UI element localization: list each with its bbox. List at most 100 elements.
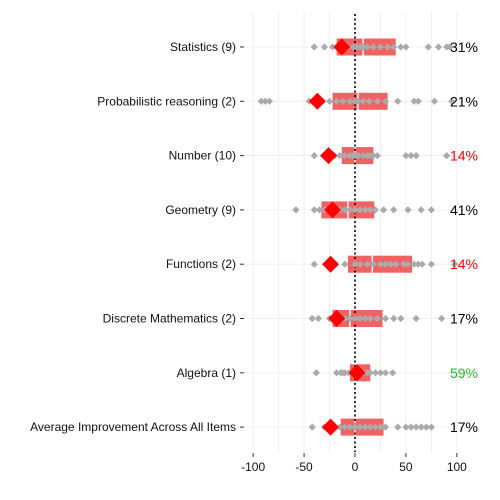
item-point [404,206,412,214]
item-point [443,152,451,160]
category-label-layer: Statistics (9) Probabilistic reasoning (2… [30,40,244,434]
percent-label-layer: 31% 21% 14% 41% 14% 17% 59% 17% [450,39,478,435]
item-point [451,260,459,268]
item-point [373,314,382,323]
item-point [381,97,390,105]
item-point [351,423,359,431]
item-point [392,260,400,268]
item-point [376,423,385,431]
item-point [407,152,415,160]
item-point [427,423,435,431]
category-label: Geometry (9) [165,203,236,217]
item-point [410,97,418,105]
mean-diamond [322,255,340,273]
item-point [257,97,265,105]
mean-diamond [333,38,351,56]
item-point [381,369,390,377]
item-point [351,206,359,214]
item-point [310,260,318,268]
item-point [394,423,402,431]
percent-label: 59% [450,365,478,381]
item-point [427,206,435,214]
item-point [414,97,422,105]
item-point [448,97,456,105]
item-point [359,43,367,51]
item-point [369,260,377,268]
item-point [356,314,364,323]
item-point [346,314,354,323]
item-point [383,43,392,51]
item-point [314,314,322,323]
item-point [333,369,341,377]
category-label: Probabilistic reasoning (2) [97,94,236,108]
item-point [369,43,377,51]
item-point [402,152,410,160]
item-point [417,423,425,431]
item-point [292,206,300,214]
mean-layer [308,38,366,436]
item-point [414,260,422,268]
item-point [389,369,397,377]
percent-label: 14% [450,148,478,164]
item-point [325,97,334,105]
item-point [394,97,402,105]
item-point [381,260,390,268]
mean-diamond [328,310,346,327]
item-point [365,97,373,105]
category-label: Statistics (9) [170,40,236,54]
percent-label: 41% [450,202,478,218]
item-point [424,43,432,51]
item-point [354,152,362,160]
x-tick-label: -100 [241,460,265,474]
x-tick-label: -50 [295,460,313,474]
item-point [379,206,388,214]
category-label: Algebra (1) [177,366,236,380]
item-point [308,314,316,323]
item-point [371,369,379,377]
item-point [422,423,430,431]
item-point [361,423,369,431]
item-point [400,260,408,268]
item-point [261,97,269,105]
item-point [397,314,405,323]
item-point [349,43,357,51]
item-point [346,97,354,105]
item-point [366,314,374,323]
percent-label: 31% [450,39,478,55]
item-point [339,97,347,105]
item-point [373,97,382,105]
item-point [366,369,374,377]
item-point [356,206,364,214]
item-point [341,423,349,431]
item-point [312,369,320,377]
item-point [310,43,318,51]
item-point [354,97,362,105]
item-point [351,314,359,323]
item-point [434,43,443,51]
item-point [390,43,398,51]
item-point [356,423,364,431]
mean-diamond [320,147,338,165]
item-point [376,260,385,268]
item-point [341,369,349,377]
item-point [346,423,354,431]
mean-diamond [348,364,366,382]
item-point [265,97,274,105]
item-point [359,97,367,105]
item-point [397,43,405,51]
item-point [412,314,420,323]
item-point [363,260,371,268]
percent-label: 14% [450,256,478,272]
item-point [371,206,379,214]
item-point [407,423,415,431]
item-point [371,423,379,431]
category-label: Number (10) [169,149,236,163]
item-point [402,43,410,51]
item-point [381,423,390,431]
mean-diamond [322,418,340,436]
item-point [308,423,316,431]
item-point [328,43,337,51]
item-point [341,260,349,268]
item-point [320,43,329,51]
item-point [366,423,374,431]
